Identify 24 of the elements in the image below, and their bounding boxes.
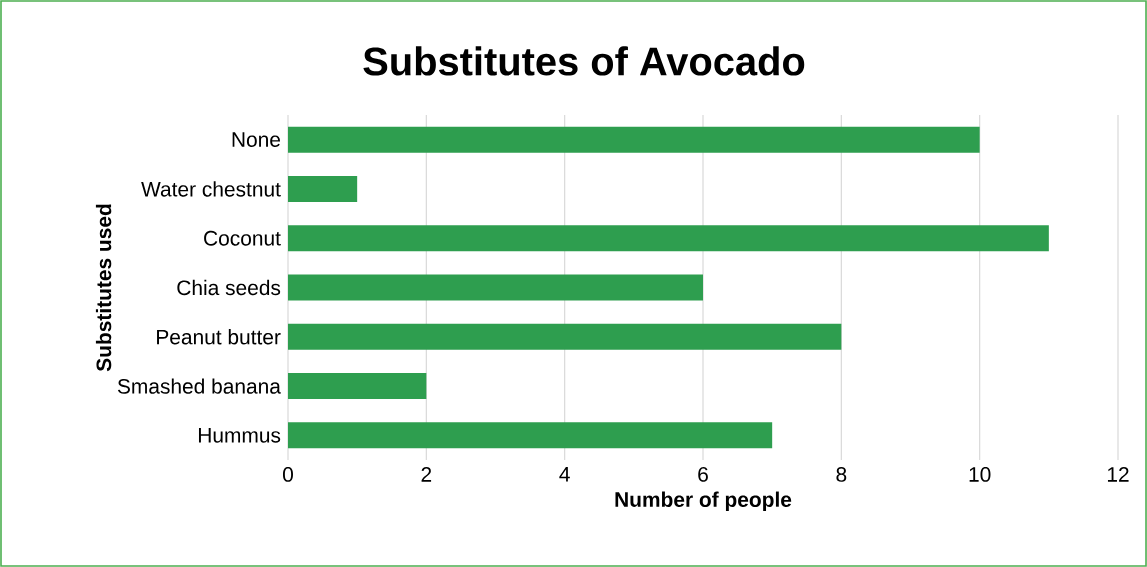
x-tick-label: 12	[1107, 467, 1129, 482]
x-tick-label: 2	[421, 467, 432, 482]
bar	[288, 422, 773, 449]
y-tick-label: Chia seeds	[177, 279, 281, 296]
chart-title: Substitutes of Avocado	[363, 46, 805, 76]
y-tick-label: Hummus	[198, 428, 281, 443]
x-tick-label: 10	[969, 467, 991, 482]
x-tick-label: 0	[282, 467, 293, 482]
y-tick-label: Smashed banana	[117, 378, 281, 394]
x-tick-label: 4	[559, 467, 570, 482]
bar	[288, 274, 704, 301]
y-axis-title: Substitutes used	[95, 204, 112, 372]
x-axis-title: Number of people	[615, 491, 792, 512]
bar	[288, 323, 842, 350]
bar	[288, 126, 980, 153]
x-tick-label: 6	[698, 467, 708, 482]
y-tick-label: None	[232, 132, 280, 147]
x-tick-label: 8	[836, 467, 847, 482]
y-tick-label: Water chestnut	[141, 181, 281, 197]
bar	[288, 373, 427, 400]
y-tick-label: Peanut butter	[157, 329, 281, 345]
bar	[288, 225, 1049, 252]
bar	[288, 175, 358, 202]
y-tick-label: Coconut	[204, 230, 281, 246]
